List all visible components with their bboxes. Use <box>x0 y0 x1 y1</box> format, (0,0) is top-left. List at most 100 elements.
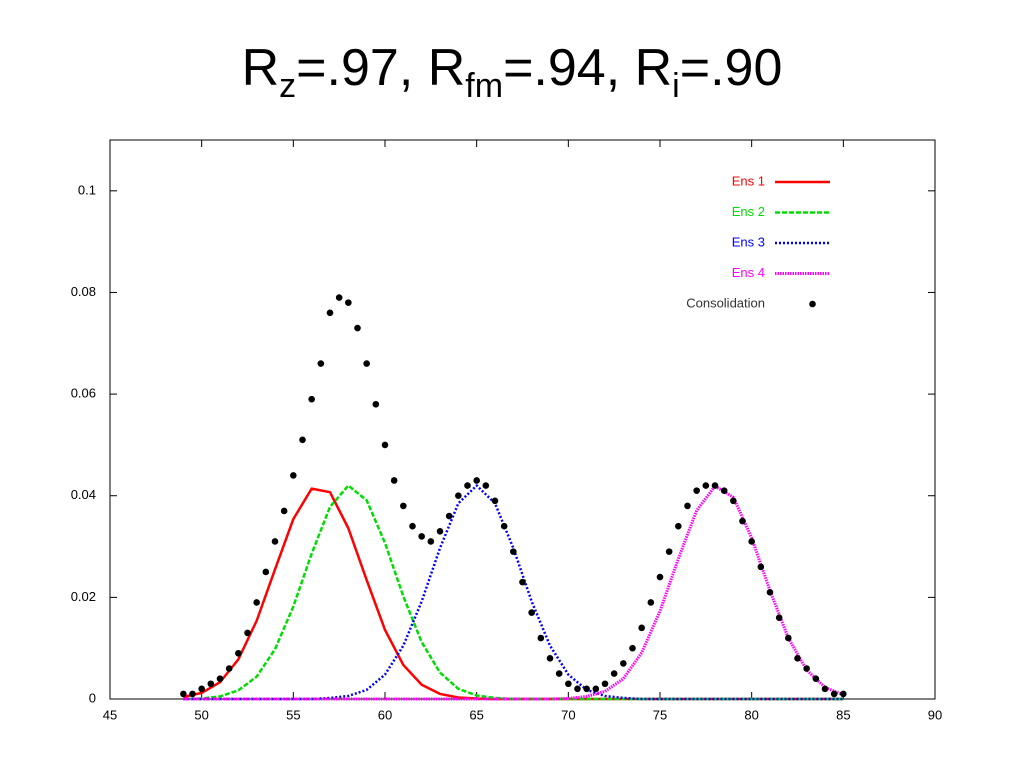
title-subscript: z <box>279 67 297 105</box>
data-point <box>675 522 682 530</box>
data-point <box>244 629 251 637</box>
data-point <box>702 482 710 489</box>
data-point <box>775 614 783 621</box>
data-point <box>830 690 838 698</box>
data-point <box>766 588 774 596</box>
data-point <box>317 360 325 367</box>
y-tick-label: 0.08 <box>71 284 96 299</box>
chart-title: Rz=.97, Rfm=.94, Ri=.90 <box>0 28 1024 108</box>
data-point <box>537 634 545 642</box>
data-point <box>638 624 645 632</box>
x-tick-label: 90 <box>928 707 942 722</box>
data-point <box>629 644 636 652</box>
data-point <box>345 299 352 306</box>
data-point <box>510 548 517 555</box>
data-point <box>271 538 279 545</box>
data-point <box>720 487 728 494</box>
data-point <box>225 665 233 672</box>
data-point <box>555 670 563 677</box>
title-text: =.94, R <box>503 39 673 97</box>
data-point <box>610 670 618 677</box>
x-tick-label: 55 <box>286 707 300 722</box>
data-point <box>647 599 655 606</box>
data-point <box>665 548 673 555</box>
data-point <box>180 690 187 698</box>
data-point <box>198 685 205 693</box>
x-tick-label: 75 <box>653 707 667 722</box>
data-point <box>262 568 270 576</box>
data-point <box>381 441 389 449</box>
series-line <box>183 484 844 701</box>
data-point <box>546 655 554 662</box>
data-point <box>693 487 700 494</box>
data-point <box>528 609 535 616</box>
data-point <box>500 522 508 530</box>
data-point <box>418 533 425 540</box>
data-point <box>840 690 847 698</box>
title-text: R <box>241 39 280 97</box>
data-point <box>400 502 407 510</box>
y-tick-label: 0.02 <box>71 589 96 604</box>
data-point <box>757 563 765 571</box>
data-point <box>299 436 306 444</box>
data-point <box>711 482 719 489</box>
plot-frame <box>109 139 936 700</box>
x-tick-label: 70 <box>561 707 575 722</box>
data-point <box>574 685 581 693</box>
data-point <box>372 400 380 408</box>
legend-label: Consolidation <box>686 295 765 310</box>
legend-label: Ens 2 <box>732 204 765 219</box>
legend: Ens 1 Ens 2 Ens 3 Ens 4 Consolidation <box>686 173 830 310</box>
series-line <box>183 484 844 701</box>
data-point <box>363 360 370 367</box>
data-point <box>803 665 810 672</box>
title-text: =.90 <box>679 39 783 97</box>
data-point <box>335 294 343 301</box>
data-point <box>409 522 416 530</box>
y-tick-label: 0.1 <box>78 182 96 197</box>
data-point <box>445 512 453 520</box>
data-point <box>565 680 572 688</box>
data-point <box>436 528 444 535</box>
data-point <box>207 680 215 688</box>
data-point <box>354 324 361 332</box>
data-point <box>473 477 480 484</box>
x-tick-label: 85 <box>836 707 850 722</box>
y-tick-label: 0.06 <box>71 386 96 401</box>
title-subscript: i <box>672 67 680 105</box>
y-tick-label: 0 <box>89 690 96 705</box>
legend-marker <box>809 300 816 308</box>
data-point <box>326 309 334 317</box>
legend-label: Ens 1 <box>732 173 765 188</box>
data-point <box>427 538 435 545</box>
data-point <box>455 492 462 500</box>
data-point <box>656 573 664 581</box>
data-point <box>748 538 755 545</box>
x-tick-label: 50 <box>194 707 208 722</box>
data-point <box>812 675 820 682</box>
data-point <box>794 655 801 662</box>
data-point <box>739 517 746 525</box>
data-point <box>601 680 609 688</box>
data-point <box>785 634 792 642</box>
data-point <box>189 690 196 698</box>
data-point <box>583 685 590 693</box>
data-point <box>390 477 398 484</box>
y-tick-label: 0.04 <box>71 487 96 502</box>
x-tick-label: 45 <box>103 707 117 722</box>
x-tick-label: 65 <box>469 707 483 722</box>
data-point <box>684 502 691 510</box>
data-point <box>216 675 224 682</box>
data-point <box>482 482 490 489</box>
data-point <box>519 578 526 586</box>
series-line <box>183 484 844 701</box>
x-tick-label: 80 <box>744 707 758 722</box>
data-point <box>290 472 297 479</box>
data-point <box>308 395 315 403</box>
data-point <box>235 649 242 657</box>
legend-label: Ens 4 <box>732 265 765 280</box>
data-point <box>491 497 499 505</box>
data-point <box>280 507 288 515</box>
